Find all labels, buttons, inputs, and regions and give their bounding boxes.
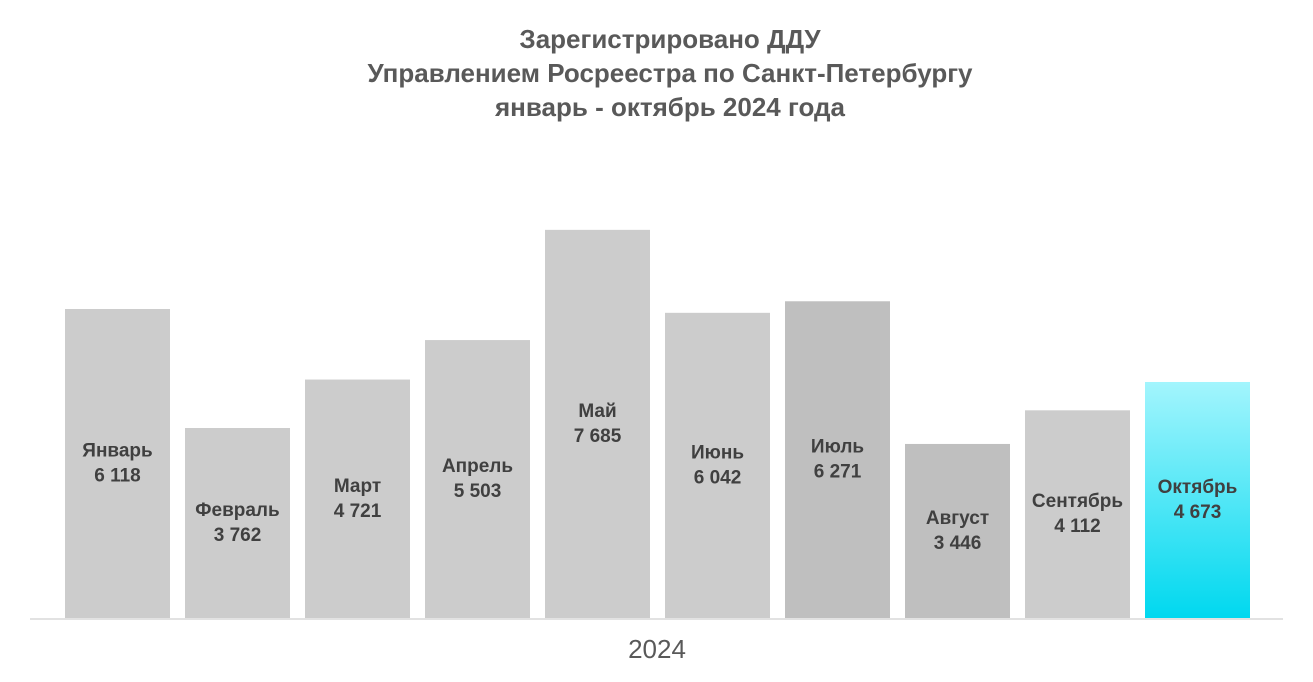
category-label: Сентябрь <box>1032 491 1123 512</box>
bar <box>65 309 170 618</box>
value-label: 3 762 <box>214 525 262 546</box>
chart-title: Управлением Росреестра по Санкт-Петербур… <box>367 58 973 88</box>
category-label: Июнь <box>691 442 744 463</box>
bar <box>785 301 890 618</box>
value-label: 7 685 <box>574 426 622 447</box>
bar <box>305 379 410 618</box>
value-label: 4 721 <box>334 501 382 522</box>
bar <box>425 340 530 618</box>
x-axis-title: 2024 <box>628 634 686 664</box>
value-label: 4 673 <box>1174 502 1222 523</box>
value-label: 5 503 <box>454 481 502 502</box>
category-label: Август <box>926 508 989 529</box>
value-label: 6 118 <box>94 466 141 487</box>
value-label: 4 112 <box>1054 516 1101 537</box>
value-label: 3 446 <box>934 533 982 554</box>
bar <box>545 229 650 618</box>
chart-title: Зарегистрировано ДДУ <box>519 24 821 54</box>
category-label: Март <box>334 476 381 497</box>
category-label: Май <box>578 401 616 422</box>
value-label: 6 042 <box>694 467 742 488</box>
category-label: Январь <box>82 441 152 462</box>
category-label: Апрель <box>442 456 513 477</box>
category-label: Февраль <box>195 500 279 521</box>
bar <box>185 427 290 618</box>
bar <box>665 312 770 618</box>
category-label: Июль <box>811 437 864 458</box>
value-label: 6 271 <box>814 462 862 483</box>
bar <box>1145 381 1250 618</box>
category-label: Октябрь <box>1158 477 1238 498</box>
bar <box>1025 410 1130 618</box>
bar <box>905 443 1010 618</box>
chart-title: январь - октябрь 2024 года <box>494 92 845 122</box>
